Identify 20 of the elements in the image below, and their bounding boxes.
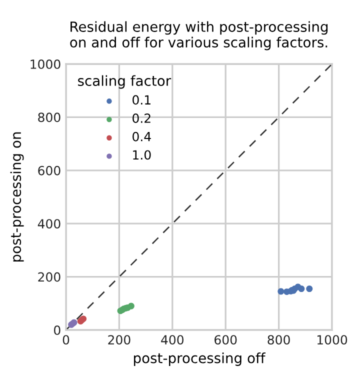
legend-label: 0.1 <box>132 95 150 105</box>
x-tick-label: 1000 <box>317 335 348 345</box>
x-tick-label: 0 <box>62 335 70 345</box>
legend-label: 0.4 <box>132 132 151 142</box>
legend-title: scaling factor <box>78 75 172 89</box>
x-tick-label: 800 <box>268 335 290 345</box>
chart-title: Residual energy with post-processing on and off for various scaling factors. <box>70 21 328 50</box>
legend-label: 0.2 <box>132 114 150 123</box>
x-tick-label: 400 <box>161 335 184 345</box>
x-tick-label: 600 <box>214 335 237 345</box>
y-axis-title: post-processing on <box>10 132 24 262</box>
y-tick-label: 0 <box>54 325 60 335</box>
y-tick-label: 400 <box>38 219 60 229</box>
y-tick-label: 800 <box>38 112 60 122</box>
x-axis-title: post-processing off <box>134 352 266 366</box>
y-tick-label: 600 <box>38 166 60 176</box>
y-tick-label: 1000 <box>30 59 60 69</box>
x-tick-label: 200 <box>108 335 130 345</box>
legend-label: 1.0 <box>133 150 151 160</box>
y-tick-label: 200 <box>38 272 60 282</box>
